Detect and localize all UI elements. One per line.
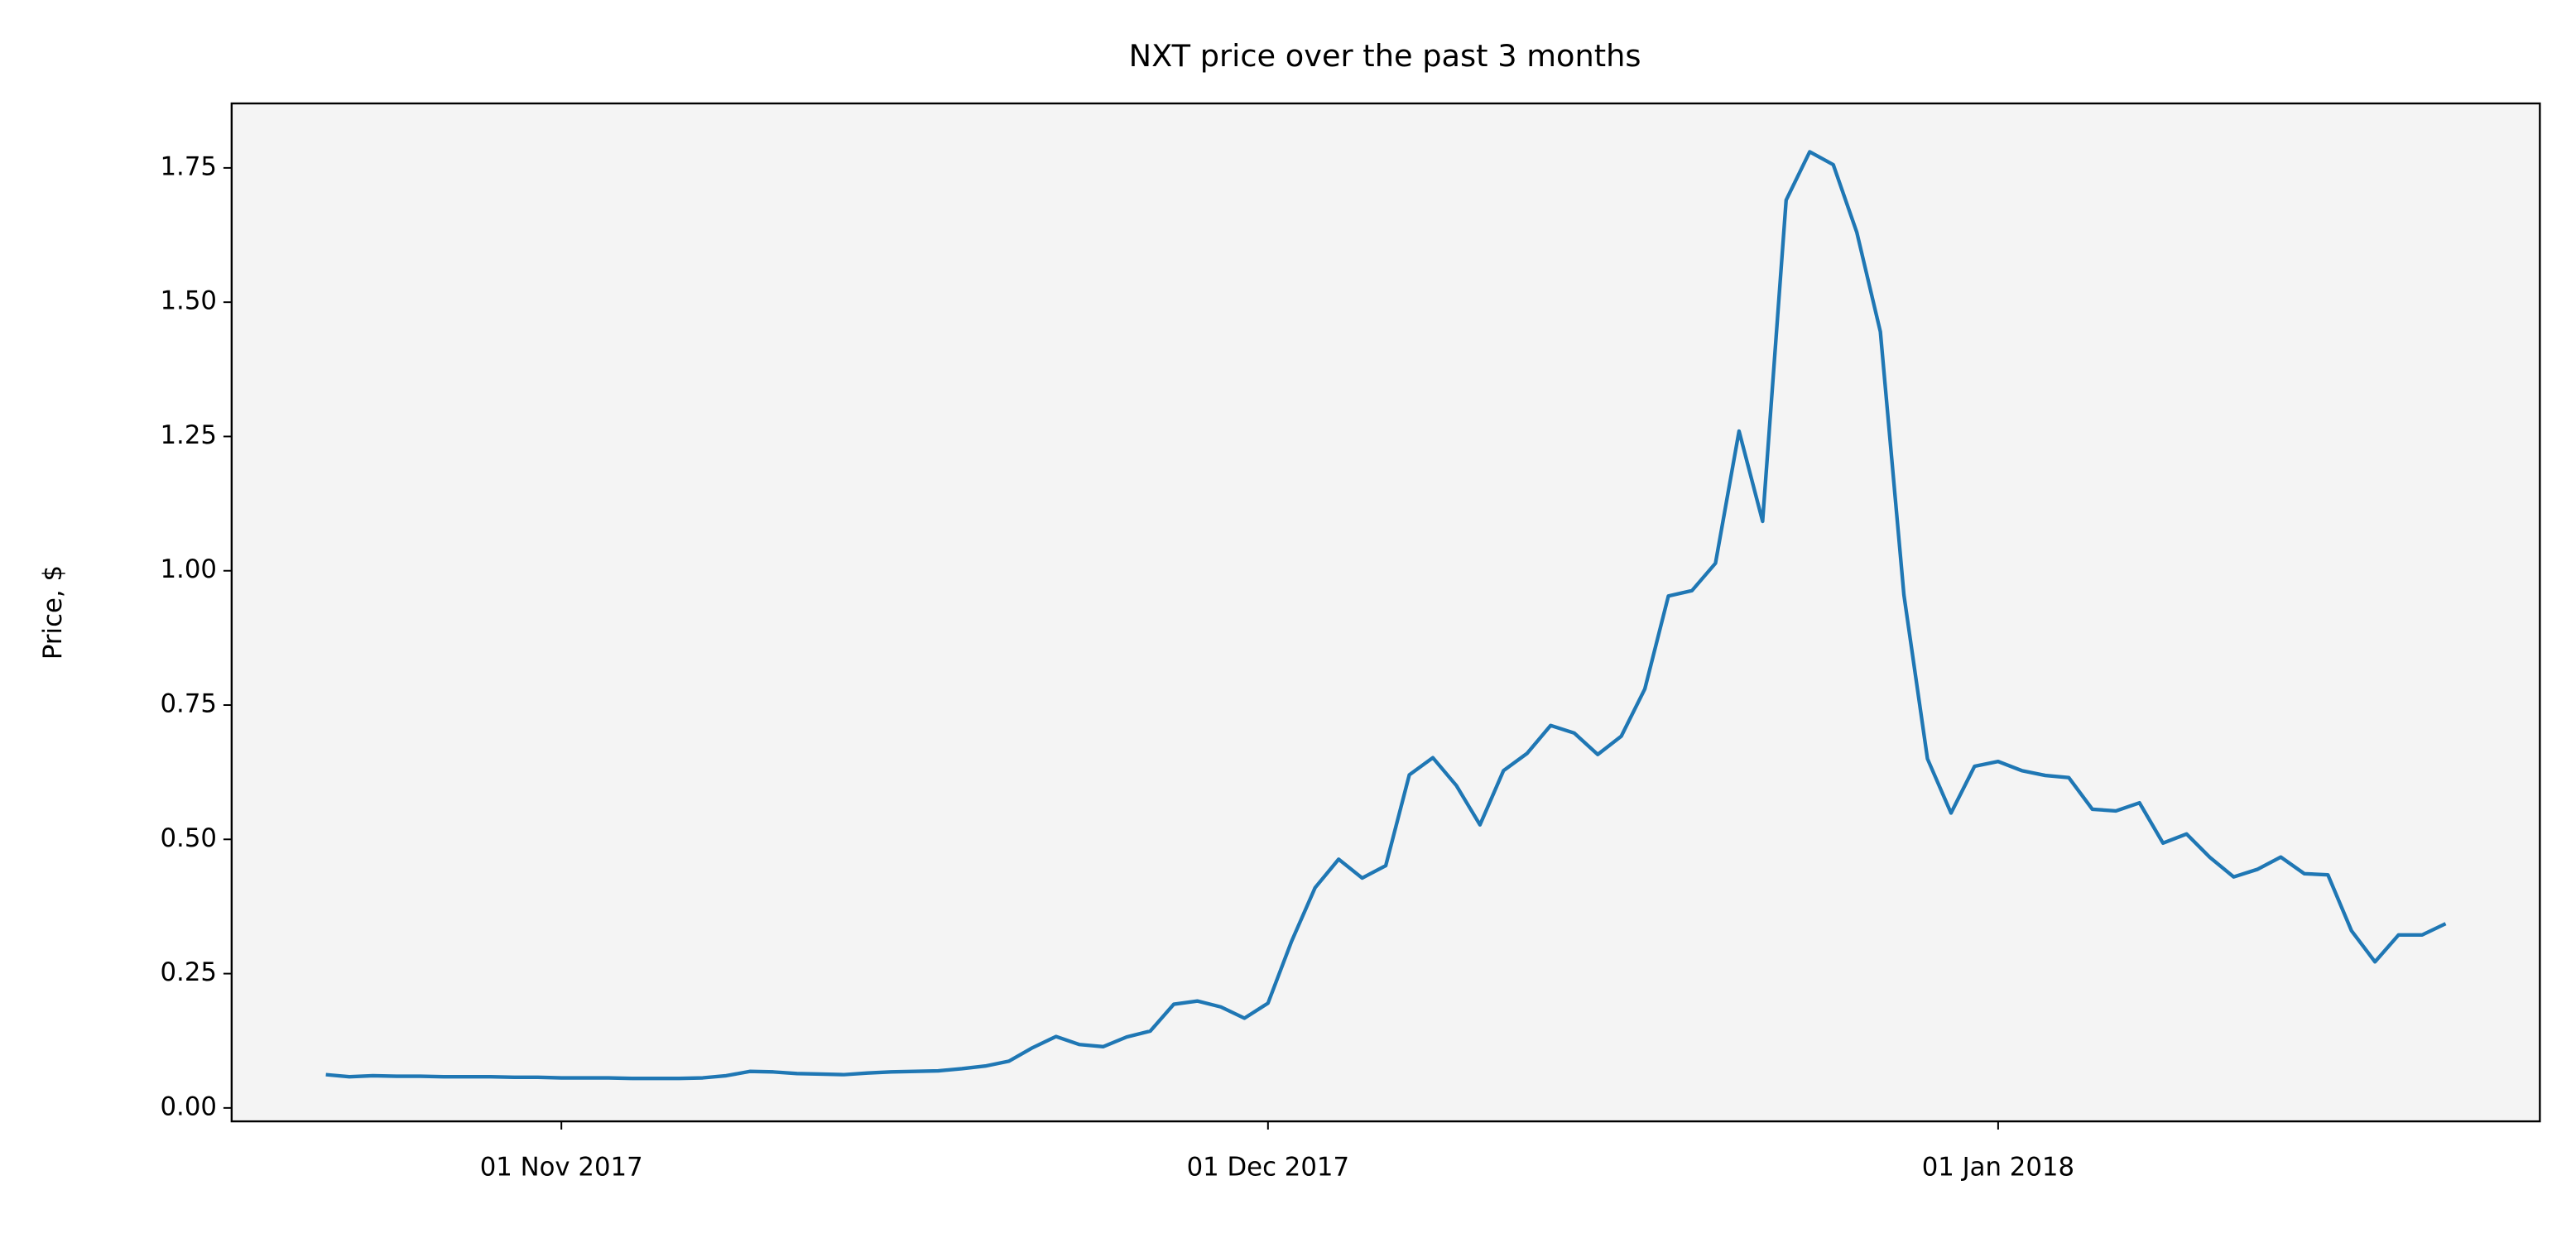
plot-frame	[230, 102, 2541, 1123]
x-tick-label: 01 Jan 2018	[1922, 1153, 2074, 1183]
y-tick-label: 1.00	[160, 554, 216, 584]
plot-background	[231, 103, 2540, 1122]
price-line	[325, 150, 2447, 1081]
y-axis-label: Price, $	[38, 565, 68, 660]
y-tick-label: 1.75	[160, 151, 216, 181]
y-tick-label: 1.25	[160, 420, 216, 450]
y-tick-label: 1.50	[160, 286, 216, 316]
y-tick-label: 0.25	[160, 957, 216, 987]
y-tick-label: 0.00	[160, 1091, 216, 1121]
y-tick-label: 0.75	[160, 689, 216, 719]
x-tick-label: 01 Nov 2017	[480, 1153, 643, 1183]
x-tick-label: 01 Dec 2017	[1187, 1153, 1349, 1183]
y-tick-label: 0.50	[160, 823, 216, 853]
chart-title: NXT price over the past 3 months	[1129, 38, 1641, 74]
